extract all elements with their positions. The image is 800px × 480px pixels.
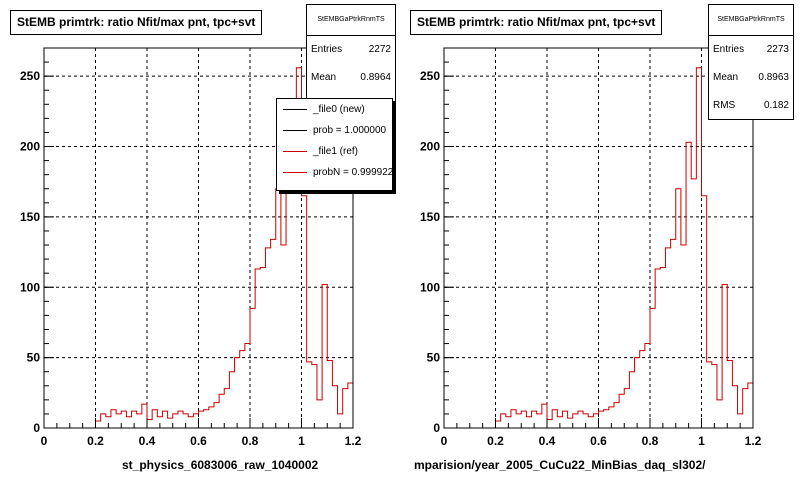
- y-tick-label-left: 200: [20, 140, 40, 154]
- x-tick-label-right: 1: [698, 434, 705, 448]
- x-tick-label-right: 1.2: [745, 434, 762, 448]
- histogram-series-left: [95, 67, 354, 428]
- histogram-plot-right: 0 0.2 0.4 0.6 0.8 1 1.2 0 50 100 150 200 250: [420, 47, 762, 448]
- stats-name-right: StEMBGaPtrkRnmTS: [709, 5, 793, 36]
- stats-row-mean-right: Mean 0.8963: [709, 64, 793, 92]
- x-tick-label-left: 1.2: [345, 434, 362, 448]
- histogram-plot-left: 0 0.2 0.4 0.6 0.8 1 1.2 0 50 100 150 200 250: [20, 47, 362, 448]
- y-tick-label-right: 100: [420, 280, 440, 294]
- y-tick-label-right: 150: [420, 210, 440, 224]
- stats-mean-value-right: 0.8963: [758, 72, 789, 83]
- stats-row-rms-right: RMS 0.182: [709, 92, 793, 120]
- chart-title-left: StEMB primtrk: ratio Nfit/max pnt, tpc+s…: [10, 10, 263, 35]
- y-tick-label-left: 250: [20, 69, 40, 83]
- histogram-pad-left: 0 0.2 0.4 0.6 0.8 1 1.2 0 50 100 150 200 250 StEMB p…: [10, 4, 396, 472]
- x-axis-title-right: mparision/year_2005_CuCu22_MinBias_daq_s…: [414, 458, 706, 472]
- stats-rms-value-right: 0.182: [763, 100, 789, 111]
- y-tick-label-left: 50: [27, 351, 41, 365]
- stats-mean-value-left: 0.8964: [360, 72, 391, 83]
- y-tick-label-left: 0: [33, 421, 40, 435]
- stats-row-entries-right: Entries 2273: [709, 36, 793, 64]
- x-tick-label-right: 0.8: [642, 434, 659, 448]
- stats-row-mean-left: Mean 0.8964: [307, 64, 395, 92]
- histogram-pad-right: 0 0.2 0.4 0.6 0.8 1 1.2 0 50 100 150 200 250 StEMB p…: [400, 0, 800, 480]
- stats-box-left: StEMBGaPtrkRnmTS Entries 2272 Mean 0.8964: [306, 4, 396, 110]
- legend-box: _file0 (new) prob = 1.000000 _file1 (ref…: [276, 98, 393, 191]
- y-tick-label-right: 0: [433, 421, 440, 435]
- y-tick-label-right: 200: [420, 140, 440, 154]
- x-axis-title-left: st_physics_6083006_raw_1040002: [122, 458, 319, 472]
- legend-item-ref: _file1 (ref): [277, 141, 392, 162]
- y-tick-label-right: 50: [427, 351, 441, 365]
- y-tick-label-left: 100: [20, 280, 40, 294]
- x-tick-label-right: 0.6: [590, 434, 607, 448]
- legend-item-probn: probN = 0.999922: [277, 162, 392, 183]
- x-tick-label-left: 0: [41, 434, 48, 448]
- x-tick-label-right: 0.2: [487, 434, 504, 448]
- legend-item-prob: prob = 1.000000: [277, 120, 392, 141]
- stats-entries-value-left: 2272: [368, 44, 391, 55]
- stats-entries-value-right: 2273: [766, 44, 789, 55]
- x-tick-label-left: 0.8: [242, 434, 259, 448]
- stats-box-right: StEMBGaPtrkRnmTS Entries 2273 Mean 0.8963 …: [708, 4, 794, 120]
- legend-item-new: _file0 (new): [277, 99, 392, 120]
- y-tick-label-right: 250: [420, 69, 440, 83]
- x-tick-label-left: 1: [298, 434, 305, 448]
- x-tick-label-right: 0: [441, 434, 448, 448]
- x-tick-label-left: 0.6: [190, 434, 207, 448]
- stats-row-entries-left: Entries 2272: [307, 36, 395, 64]
- y-tick-label-left: 150: [20, 210, 40, 224]
- stats-name-left: StEMBGaPtrkRnmTS: [307, 5, 395, 36]
- x-tick-label-left: 0.2: [87, 434, 104, 448]
- x-tick-label-right: 0.4: [539, 434, 556, 448]
- chart-title-right: StEMB primtrk: ratio Nfit/max pnt, tpc+s…: [410, 10, 663, 35]
- x-tick-label-left: 0.4: [139, 434, 156, 448]
- histogram-series-right: [495, 67, 754, 428]
